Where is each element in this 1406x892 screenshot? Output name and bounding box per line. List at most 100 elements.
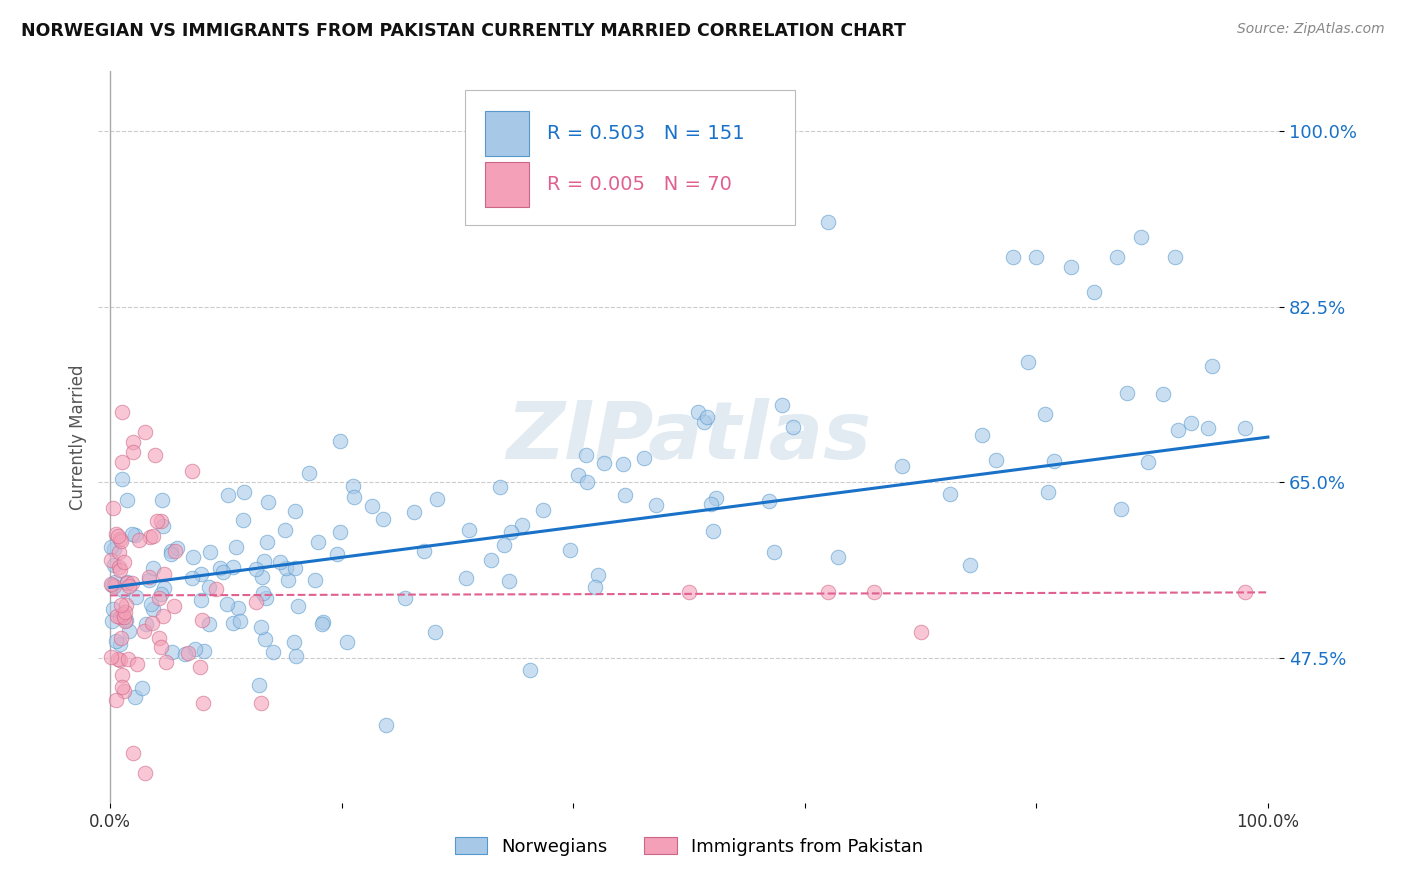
Point <box>426 491 449 506</box>
Point <box>229 615 252 629</box>
Point <box>146 514 169 528</box>
Point <box>696 410 718 425</box>
Point <box>100 553 122 567</box>
Point <box>108 563 131 577</box>
Point <box>100 614 122 628</box>
Point <box>104 693 127 707</box>
Point <box>633 451 655 466</box>
Point <box>143 449 166 463</box>
Point <box>212 565 235 579</box>
Point <box>458 523 481 537</box>
Point <box>107 560 129 574</box>
Point <box>125 657 148 672</box>
Point <box>112 609 135 624</box>
Point <box>112 684 135 698</box>
Point <box>225 541 247 555</box>
Point <box>285 648 308 663</box>
Point <box>890 459 912 474</box>
Point <box>111 472 134 486</box>
Point <box>138 574 160 588</box>
Point <box>110 455 132 469</box>
Point <box>124 528 146 542</box>
Point <box>311 616 333 631</box>
Point <box>1137 455 1160 469</box>
Point <box>361 499 384 513</box>
Point <box>256 534 278 549</box>
Point <box>105 609 128 624</box>
Point <box>108 532 131 546</box>
Point <box>103 579 125 593</box>
Point <box>298 467 321 481</box>
Point <box>135 616 157 631</box>
Point <box>112 555 135 569</box>
Point <box>159 544 181 558</box>
Point <box>252 554 274 568</box>
Point <box>112 583 135 598</box>
Point <box>103 542 125 557</box>
Point <box>163 599 186 613</box>
Point <box>1129 229 1152 244</box>
Point <box>758 493 780 508</box>
Point <box>492 538 515 552</box>
Point <box>165 544 187 558</box>
Point <box>124 690 146 705</box>
Point <box>110 653 132 667</box>
Point <box>488 480 510 494</box>
Point <box>1109 502 1132 516</box>
Point <box>226 601 249 615</box>
Point <box>232 513 254 527</box>
Point <box>114 598 136 612</box>
Point <box>762 545 785 559</box>
Point <box>329 524 352 539</box>
Point <box>190 592 212 607</box>
Point <box>394 591 416 605</box>
Point <box>613 488 636 502</box>
Point <box>959 558 981 573</box>
Point <box>1060 260 1083 274</box>
Point <box>100 650 122 665</box>
Point <box>131 681 153 696</box>
Point <box>188 660 211 674</box>
Point <box>254 632 277 646</box>
Point <box>1233 585 1256 599</box>
Point <box>190 566 212 581</box>
Point <box>101 500 124 515</box>
Point <box>269 555 291 569</box>
Point <box>152 609 174 624</box>
Point <box>233 485 256 500</box>
Point <box>148 632 170 646</box>
Point <box>138 570 160 584</box>
Point <box>287 599 309 613</box>
Point <box>1201 359 1223 374</box>
Point <box>103 602 125 616</box>
Point <box>105 634 128 648</box>
Point <box>122 746 145 760</box>
Point <box>612 458 634 472</box>
Point <box>160 547 183 561</box>
Point <box>142 560 165 574</box>
Point <box>276 561 298 575</box>
Point <box>1152 387 1174 401</box>
Point <box>817 585 839 599</box>
Point <box>142 528 165 542</box>
Point <box>118 579 141 593</box>
Point <box>117 652 139 666</box>
Text: ZIPatlas: ZIPatlas <box>506 398 872 476</box>
Point <box>105 527 128 541</box>
Point <box>198 545 221 559</box>
Point <box>112 607 135 621</box>
Point <box>117 576 139 591</box>
Point <box>134 765 156 780</box>
Point <box>939 486 962 500</box>
Point <box>342 479 364 493</box>
Point <box>110 598 132 612</box>
Point <box>827 549 849 564</box>
Point <box>114 615 136 629</box>
Point <box>284 503 307 517</box>
Y-axis label: Currently Married: Currently Married <box>69 364 87 510</box>
Point <box>115 575 138 590</box>
Point <box>343 491 366 505</box>
Point <box>139 530 162 544</box>
Point <box>250 570 273 584</box>
Point <box>198 617 221 632</box>
